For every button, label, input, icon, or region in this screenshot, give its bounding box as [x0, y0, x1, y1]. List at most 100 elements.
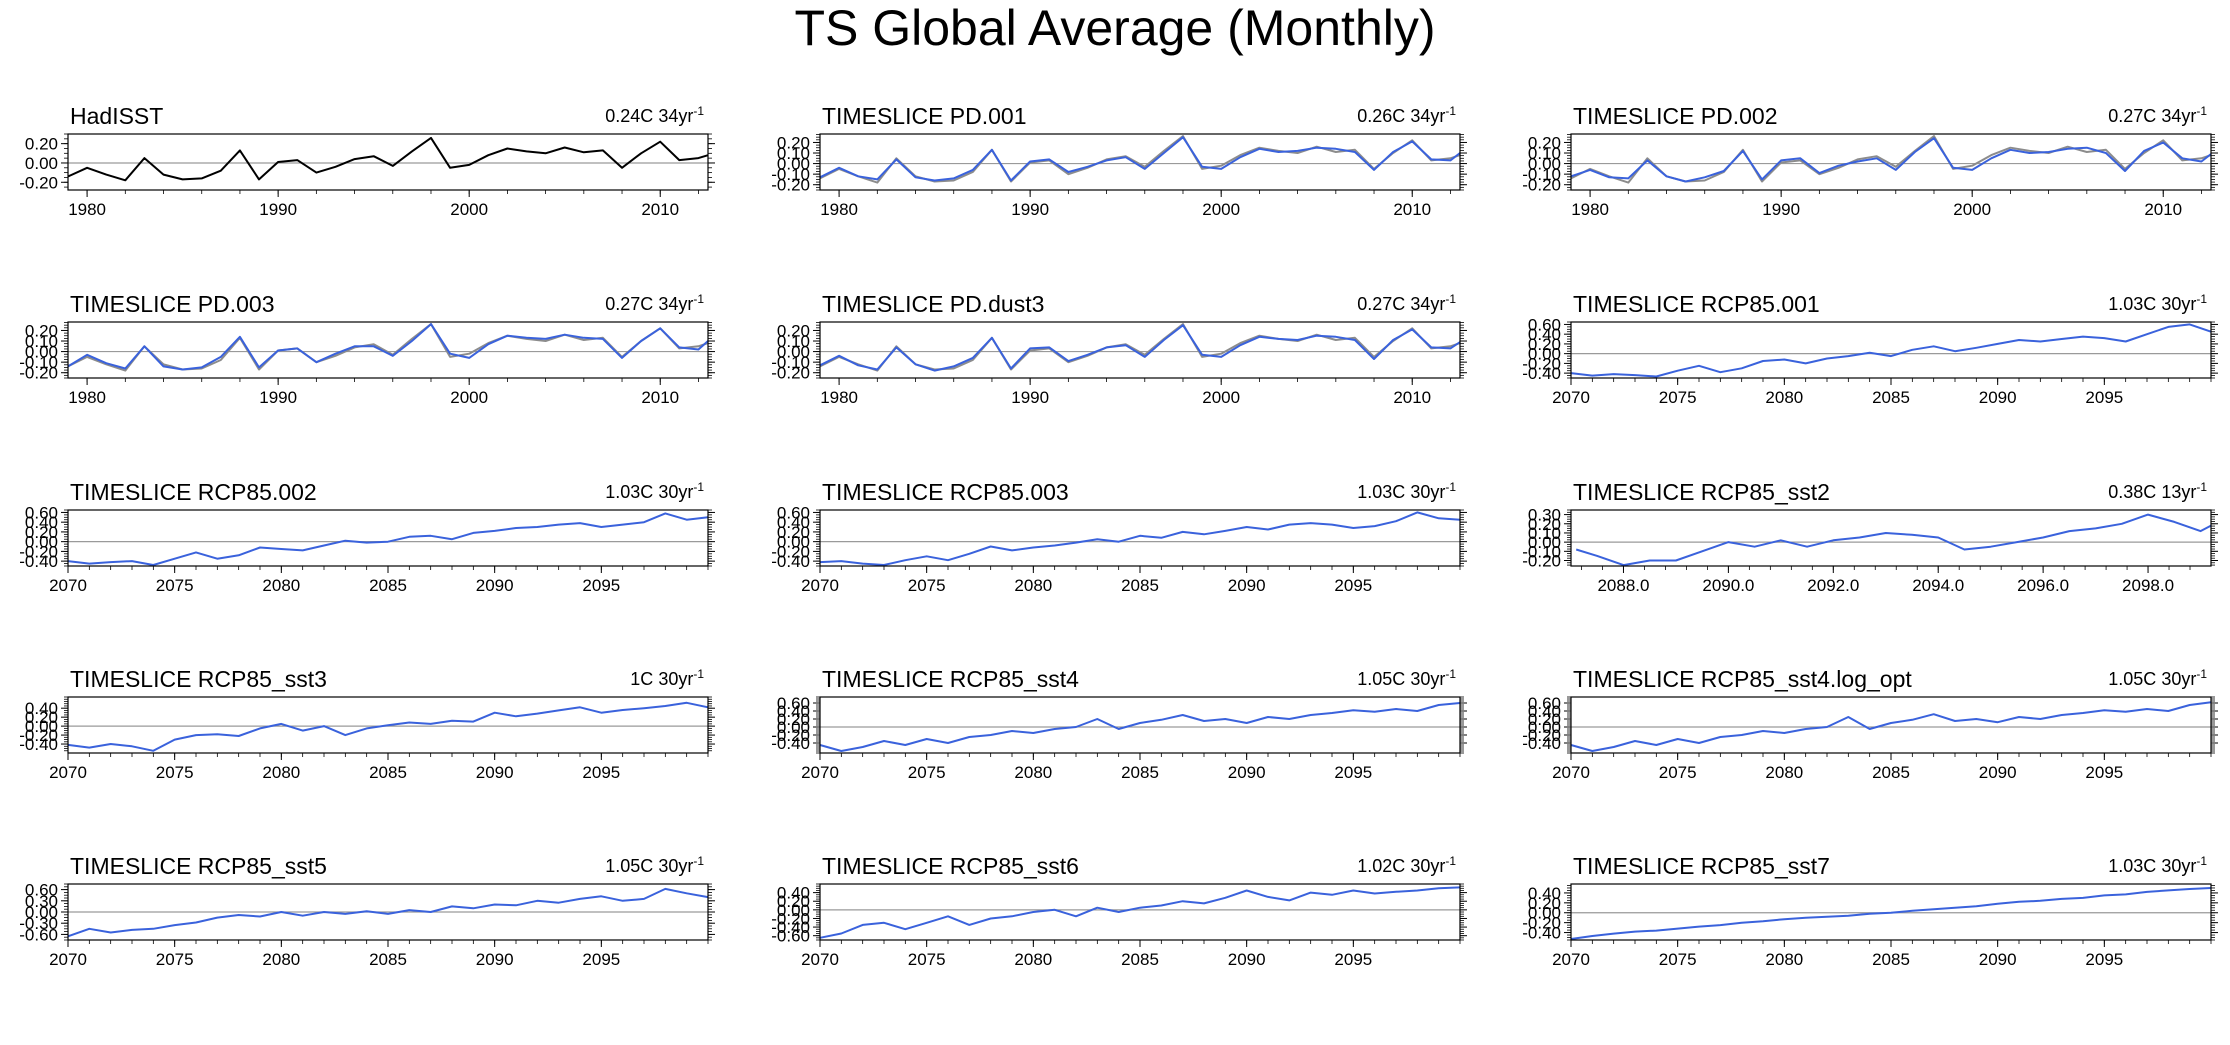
trend-value: 1C	[630, 669, 653, 689]
trend-unit: 30yr	[1410, 482, 1445, 502]
trend-label: 1.05C 30yr-1	[1357, 667, 1456, 689]
panel-7: TIMESLICE RCP85.002 1.03C 30yr-1 2070 2075 2…	[19, 479, 715, 595]
x-tick-label: 2070	[1552, 388, 1590, 407]
trend-exponent: -1	[1445, 104, 1456, 118]
trend-unit: 30yr	[658, 482, 693, 502]
trend-label: 0.26C 34yr-1	[1357, 104, 1456, 126]
plot-frame	[67, 321, 709, 379]
series-line-1	[819, 886, 1461, 939]
y-tick-label: -0.20	[771, 726, 810, 745]
trend-exponent: -1	[1445, 667, 1456, 681]
y-tick-label: 0.00	[25, 533, 58, 552]
y-tick-label: 0.00	[777, 533, 810, 552]
x-tick-label: 2000	[1953, 200, 1991, 219]
x-tick-label: 2080	[1765, 763, 1803, 782]
x-tick-label: 2085	[1872, 950, 1910, 969]
trend-label: 1.03C 30yr-1	[2108, 854, 2207, 876]
y-tick-label: -0.40	[19, 735, 58, 754]
x-tick-label: 2085	[369, 763, 407, 782]
trend-label: 1.03C 30yr-1	[1357, 480, 1456, 502]
x-tick-label: 2075	[1659, 950, 1697, 969]
y-tick-label: 0.40	[1528, 884, 1561, 903]
plot-frame	[67, 133, 709, 191]
panel-6: TIMESLICE RCP85.001 1.03C 30yr-1 2070 2075 2…	[1522, 291, 2218, 407]
y-tick-label: 0.10	[1528, 524, 1561, 543]
trend-unit: 30yr	[658, 856, 693, 876]
x-tick-label: 2075	[908, 950, 946, 969]
y-tick-label: 0.00	[25, 343, 58, 362]
y-tick-label: 0.20	[1528, 133, 1561, 152]
figure-title: TS Global Average (Monthly)	[794, 0, 1436, 56]
panel-2: TIMESLICE PD.001 0.26C 34yr-1 1980 1990 2000…	[771, 103, 1467, 219]
x-tick-label: 2090	[1228, 576, 1266, 595]
trend-label: 1.02C 30yr-1	[1357, 854, 1456, 876]
y-tick-label: -0.40	[771, 734, 810, 753]
x-tick-label: 2010	[1393, 388, 1431, 407]
panel-8: TIMESLICE RCP85.003 1.03C 30yr-1 2070 2075 2…	[771, 479, 1467, 595]
x-tick-label: 2085	[1872, 763, 1910, 782]
trend-exponent: -1	[2196, 480, 2207, 494]
panel-title: TIMESLICE RCP85_sst4.log_opt	[1573, 666, 1912, 692]
x-tick-label: 2010	[641, 388, 679, 407]
y-tick-label: 0.20	[25, 135, 58, 154]
x-tick-label: 2000	[450, 388, 488, 407]
y-tick-label: 0.00	[1528, 155, 1561, 174]
trend-unit: 13yr	[2161, 482, 2196, 502]
x-tick-label: 2080	[1765, 950, 1803, 969]
x-tick-label: 2090	[1979, 388, 2017, 407]
y-tick-label: -0.40	[19, 552, 58, 571]
series-line-2	[819, 324, 1461, 372]
x-tick-label: 2088.0	[1597, 576, 1649, 595]
y-tick-label: 0.40	[25, 699, 58, 718]
y-tick-label: 0.00	[1528, 718, 1561, 737]
y-tick-label: 0.00	[1528, 533, 1561, 552]
x-tick-label: 2095	[582, 950, 620, 969]
y-tick-label: 0.20	[777, 892, 810, 911]
x-tick-label: 2095	[582, 576, 620, 595]
y-tick-label: 0.00	[25, 154, 58, 173]
x-tick-label: 1980	[68, 200, 106, 219]
y-tick-label: -0.20	[1522, 551, 1561, 570]
panel-title: HadISST	[70, 103, 163, 129]
trend-exponent: -1	[2196, 667, 2207, 681]
trend-value: 0.27C	[605, 294, 653, 314]
y-tick-label: -0.20	[771, 364, 810, 383]
y-tick-label: -0.20	[1522, 726, 1561, 745]
y-tick-label: -0.10	[771, 165, 810, 184]
x-tick-label: 2010	[1393, 200, 1431, 219]
panel-10: TIMESLICE RCP85_sst3 1C 30yr-1 2070 2075 208…	[19, 666, 715, 782]
y-tick-label: 0.60	[1528, 694, 1561, 713]
trend-exponent: -1	[2196, 292, 2207, 306]
trend-value: 1.05C	[605, 856, 653, 876]
x-tick-label: 2090	[1228, 763, 1266, 782]
y-tick-label: 0.20	[1528, 710, 1561, 729]
y-tick-label: 0.30	[25, 892, 58, 911]
x-tick-label: 2095	[2085, 388, 2123, 407]
x-tick-label: 2070	[801, 576, 839, 595]
x-tick-label: 2095	[1334, 950, 1372, 969]
trend-unit: 34yr	[1410, 294, 1445, 314]
x-tick-label: 2070	[801, 763, 839, 782]
y-tick-label: -0.10	[771, 353, 810, 372]
x-tick-label: 2070	[49, 763, 87, 782]
y-tick-label: 0.20	[25, 523, 58, 542]
x-tick-label: 2075	[1659, 388, 1697, 407]
trend-exponent: -1	[693, 667, 704, 681]
x-tick-label: 2095	[2085, 763, 2123, 782]
x-tick-label: 2075	[908, 763, 946, 782]
y-tick-label: 0.20	[1528, 894, 1561, 913]
series-line-1	[1570, 701, 2212, 752]
x-tick-label: 1980	[820, 388, 858, 407]
x-tick-label: 2080	[1014, 950, 1052, 969]
y-tick-label: -0.20	[19, 542, 58, 561]
series-line-1	[67, 136, 709, 182]
y-tick-label: -0.10	[1522, 165, 1561, 184]
y-tick-label: 0.40	[777, 702, 810, 721]
trend-unit: 34yr	[658, 106, 693, 126]
panel-title: TIMESLICE RCP85_sst7	[1573, 853, 1830, 879]
x-tick-label: 2090	[1979, 763, 2017, 782]
x-tick-label: 1990	[259, 200, 297, 219]
y-tick-label: -0.40	[1522, 734, 1561, 753]
plot-frame	[1570, 509, 2212, 567]
y-tick-label: -0.20	[1522, 354, 1561, 373]
